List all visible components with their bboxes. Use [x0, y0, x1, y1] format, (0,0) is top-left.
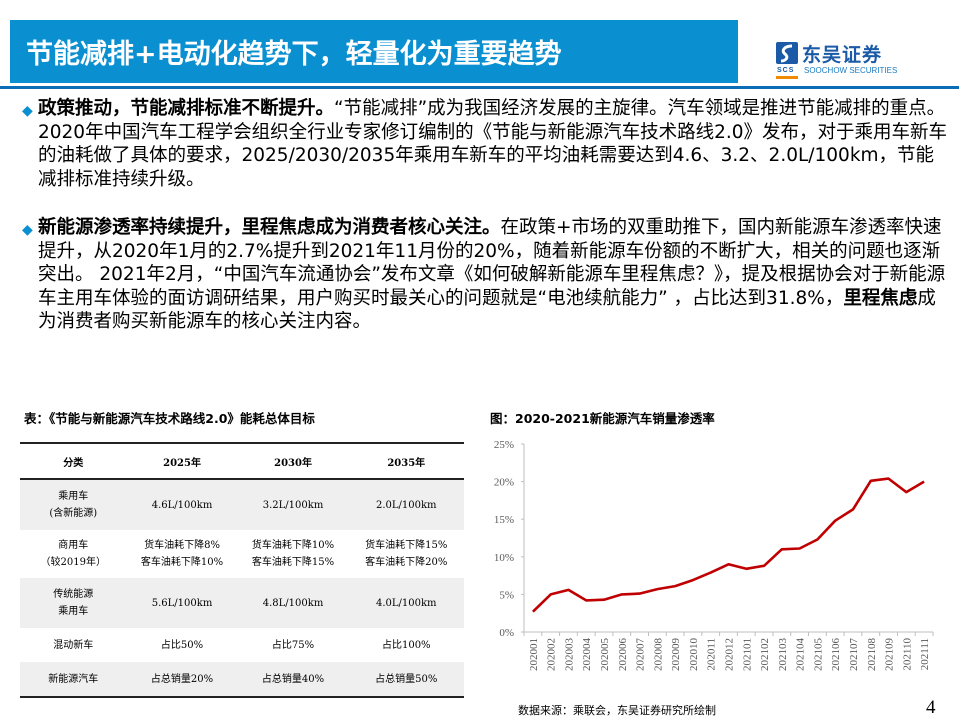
x-tick-label: 202005	[599, 638, 611, 672]
y-tick-label: 5%	[499, 589, 514, 601]
x-tick-label: 202007	[635, 638, 647, 672]
table-cell: 货车油耗下降8% 客车油耗下降10%	[140, 540, 224, 568]
table-row: 乘用车 (含新能源) 4.6L/100km 3.2L/100km 2.0L/100…	[20, 479, 464, 530]
table-row: 商用车 （较2019年） 货车油耗下降8% 客车油耗下降10% 货车油耗下降10% 客…	[20, 530, 464, 578]
x-tick-label: 202104	[795, 638, 807, 672]
diamond-bullet-icon: ◆	[22, 103, 33, 119]
x-tick-label: 202101	[741, 638, 753, 671]
column-header: 2030年	[237, 442, 349, 480]
row-category: 乘用车 (含新能源)	[20, 479, 127, 530]
table-cell: 占比100%	[381, 639, 431, 651]
paragraph-body: 政策推动，节能减排标准不断提升。“节能减排”成为我国经济发展的主旋律。汽车领域是…	[22, 97, 947, 191]
company-logo: 东吴证券 SCS SOOCHOW SECURITIES	[776, 42, 946, 82]
row-category: 新能源汽车	[20, 662, 127, 698]
table-cell: 货车油耗下降10% 客车油耗下降15%	[251, 540, 335, 568]
x-tick-label: 202009	[670, 638, 682, 672]
x-tick-label: 202010	[688, 638, 700, 672]
x-tick-label: 202111	[919, 638, 931, 670]
x-tick-label: 202001	[528, 638, 540, 671]
y-tick-label: 0%	[499, 627, 514, 639]
table-cell: 占比75%	[271, 639, 315, 651]
logo-text-cn: 东吴证券	[802, 44, 883, 66]
column-header: 2035年	[348, 442, 464, 480]
table-cell: 4.8L/100km	[237, 578, 349, 628]
x-tick-label: 202008	[652, 638, 664, 672]
diamond-bullet-icon: ◆	[22, 222, 33, 238]
data-source-note: 数据来源：乘联会，东吴证券研究所绘制	[518, 704, 716, 717]
paragraph-text-b: 成为消费者购买新能源车的核心关注内容。	[38, 287, 936, 333]
table-cell: 占总销量50%	[348, 662, 464, 698]
column-header: 2025年	[126, 442, 238, 480]
logo-mark-text: SCS	[777, 67, 795, 74]
paragraph-lead: 新能源渗透率持续提升，里程焦虑成为消费者核心关注。	[38, 217, 501, 238]
table-cell: 货车油耗下降15% 客车油耗下降20%	[365, 540, 448, 568]
page-title: 节能减排+电动化趋势下，轻量化为重要趋势	[26, 39, 562, 70]
x-tick-label: 202003	[563, 638, 575, 672]
row-category: 混动新车	[53, 639, 94, 651]
y-tick-label: 15%	[494, 514, 514, 526]
y-tick-label: 20%	[494, 477, 514, 489]
chart-title: 图：2020-2021新能源汽车销量渗透率	[490, 411, 715, 426]
table-cell: 4.0L/100km	[348, 578, 464, 628]
x-tick-label: 202108	[866, 638, 878, 672]
soochow-logo-icon	[776, 42, 798, 64]
table-row: 传统能源 乘用车 5.6L/100km 4.8L/100km 4.0L/100km	[20, 578, 464, 628]
x-tick-label: 202004	[581, 638, 593, 672]
table-header-row: 分类 2025年 2030年 2035年	[20, 442, 464, 480]
table-caption: 表：《节能与新能源汽车技术路线2.0》能耗总体目标	[24, 411, 315, 426]
table-cell: 2.0L/100km	[348, 479, 464, 530]
table-cell: 5.6L/100km	[126, 578, 238, 628]
y-tick-label: 10%	[494, 552, 514, 564]
paragraph-emphasis: 里程焦虑	[843, 287, 918, 309]
y-tick-label: 25%	[494, 439, 514, 451]
table-cell: 占总销量40%	[237, 662, 349, 698]
paragraph-text-a: 在政策+市场的双重助推下，国内新能源车渗透率快速提升，从2020年1月的2.7%…	[38, 217, 946, 309]
table-cell: 占比50%	[160, 639, 204, 651]
x-tick-label: 202110	[901, 638, 913, 671]
table-cell: 3.2L/100km	[237, 479, 349, 530]
title-banner: 节能减排+电动化趋势下，轻量化为重要趋势	[10, 20, 738, 83]
logo-text-en: SOOCHOW SECURITIES	[804, 66, 898, 75]
x-tick-label: 202006	[617, 638, 629, 672]
x-tick-label: 202011	[706, 638, 718, 671]
paragraph-text: “节能减排”成为我国经济发展的主旋律。汽车领域是推进节能减排的重点。2020年中…	[38, 98, 948, 190]
logo-accent-bar	[776, 76, 798, 79]
x-tick-label: 202105	[812, 638, 824, 672]
x-tick-label: 202106	[830, 638, 842, 672]
header-divider	[0, 86, 959, 89]
paragraph-policy: ◆ 政策推动，节能减排标准不断提升。“节能减排”成为我国经济发展的主旋律。汽车领…	[22, 97, 947, 191]
paragraph-body: 新能源渗透率持续提升，里程焦虑成为消费者核心关注。在政策+市场的双重助推下，国内…	[22, 216, 947, 334]
page-number: 4	[926, 697, 936, 718]
energy-target-table: 分类 2025年 2030年 2035年 乘用车 (含新能源) 4.6L/100k…	[20, 442, 464, 698]
penetration-line-chart: 0% 5% 10% 15% 20% 25% 202001 202002 202003 202004…	[494, 439, 934, 672]
x-tick-label: 202107	[848, 638, 860, 672]
x-tick-label: 202012	[724, 638, 736, 671]
x-tick-label: 202102	[759, 638, 771, 671]
paragraph-penetration: ◆ 新能源渗透率持续提升，里程焦虑成为消费者核心关注。在政策+市场的双重助推下，…	[22, 216, 947, 334]
row-category: 传统能源 乘用车	[20, 578, 127, 628]
x-tick-label: 202103	[777, 638, 789, 672]
table-row: 混动新车 占比50% 占比75% 占比100%	[20, 628, 464, 662]
column-header: 分类	[20, 442, 127, 480]
table-cell: 4.6L/100km	[126, 479, 238, 530]
table-row: 新能源汽车 占总销量20% 占总销量40% 占总销量50%	[20, 662, 464, 698]
x-tick-label: 202002	[546, 638, 558, 671]
paragraph-lead: 政策推动，节能减排标准不断提升。	[38, 98, 335, 119]
table-cell: 占总销量20%	[126, 662, 238, 698]
series-line	[531, 477, 925, 613]
row-category: 商用车 （较2019年）	[40, 540, 106, 568]
x-tick-label: 202109	[884, 638, 896, 672]
